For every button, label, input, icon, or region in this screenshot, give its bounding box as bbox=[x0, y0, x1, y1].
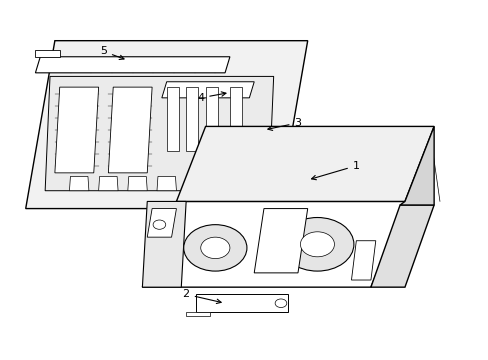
Text: 5: 5 bbox=[100, 46, 124, 59]
Polygon shape bbox=[45, 76, 273, 191]
Circle shape bbox=[281, 217, 353, 271]
Circle shape bbox=[183, 225, 246, 271]
Circle shape bbox=[153, 220, 165, 229]
Circle shape bbox=[201, 237, 229, 258]
Circle shape bbox=[275, 299, 286, 307]
Polygon shape bbox=[254, 208, 307, 273]
Polygon shape bbox=[162, 82, 254, 98]
Polygon shape bbox=[108, 87, 152, 173]
Text: 4: 4 bbox=[197, 92, 225, 103]
Polygon shape bbox=[142, 202, 186, 287]
Polygon shape bbox=[142, 202, 404, 287]
Polygon shape bbox=[35, 57, 229, 73]
Polygon shape bbox=[186, 312, 210, 316]
Polygon shape bbox=[370, 205, 433, 287]
Polygon shape bbox=[196, 294, 287, 312]
Polygon shape bbox=[69, 176, 89, 191]
Polygon shape bbox=[26, 41, 307, 208]
Circle shape bbox=[300, 232, 334, 257]
Polygon shape bbox=[166, 87, 179, 152]
Text: 3: 3 bbox=[267, 118, 301, 130]
Text: 2: 2 bbox=[182, 289, 221, 303]
Polygon shape bbox=[35, 50, 60, 57]
Polygon shape bbox=[147, 208, 176, 237]
Polygon shape bbox=[205, 87, 217, 152]
Polygon shape bbox=[99, 176, 118, 191]
Polygon shape bbox=[55, 87, 99, 173]
Text: 1: 1 bbox=[311, 161, 359, 180]
Polygon shape bbox=[186, 87, 198, 152]
Polygon shape bbox=[229, 87, 242, 152]
Polygon shape bbox=[176, 126, 433, 202]
Polygon shape bbox=[157, 176, 176, 191]
Polygon shape bbox=[399, 126, 433, 205]
Polygon shape bbox=[127, 176, 147, 191]
Polygon shape bbox=[351, 241, 375, 280]
